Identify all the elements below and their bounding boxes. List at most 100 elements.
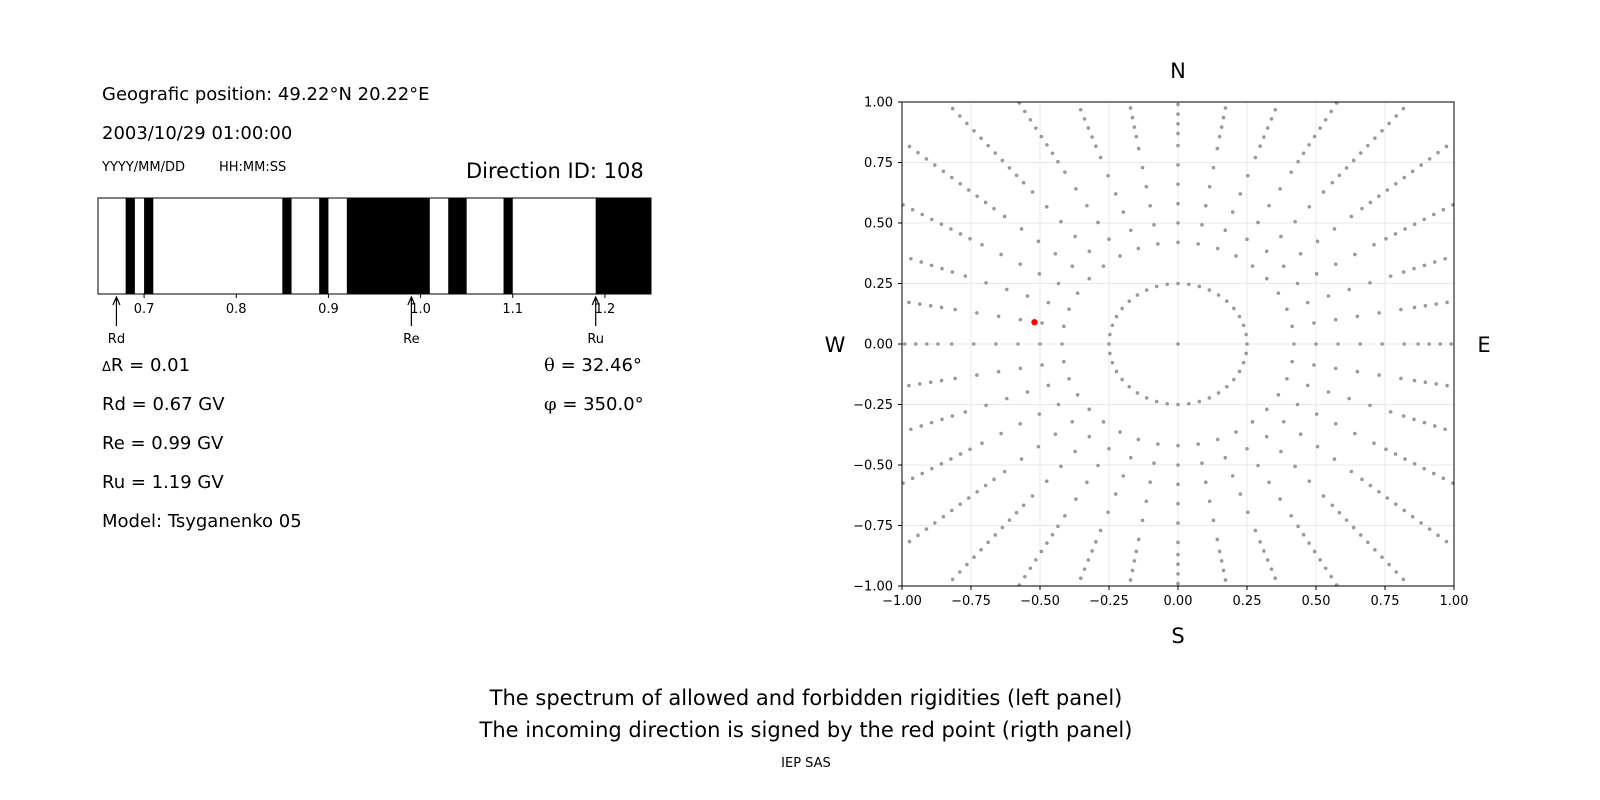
- ru-value: Ru = 1.19 GV: [102, 472, 224, 493]
- grid-point: [1323, 117, 1328, 122]
- grid-point: [1262, 135, 1266, 139]
- grid-point: [1314, 342, 1318, 346]
- grid-point: [1215, 246, 1220, 251]
- grid-point: [1256, 220, 1260, 225]
- marker-label-rd: Rd: [108, 332, 125, 347]
- grid-point: [907, 539, 912, 544]
- grid-point: [1410, 514, 1415, 519]
- grid-point: [1347, 396, 1351, 401]
- time-format-label: HH:MM:SS: [219, 160, 287, 175]
- grid-point: [1176, 201, 1180, 206]
- grid-point: [1427, 527, 1432, 531]
- grid-point: [1087, 407, 1091, 412]
- grid-point: [1264, 434, 1269, 439]
- grid-point: [1176, 562, 1180, 567]
- grid-point: [1307, 143, 1311, 147]
- grid-point: [1207, 499, 1212, 504]
- grid-point: [1269, 567, 1274, 571]
- grid-point: [1165, 282, 1170, 287]
- grid-point: [1436, 533, 1440, 538]
- grid-point: [1262, 549, 1266, 553]
- grid-point: [1377, 373, 1381, 377]
- grid-point: [1385, 496, 1390, 500]
- grid-point: [1086, 558, 1091, 562]
- grid-point: [1087, 276, 1091, 281]
- spectrum-x-tick-label: 0.8: [226, 302, 247, 317]
- grid-point: [1355, 369, 1360, 374]
- forbidden-band: [319, 198, 329, 294]
- grid-point: [1165, 401, 1170, 406]
- scatter-x-tick-label: 0.25: [1233, 594, 1262, 609]
- grid-point: [1373, 136, 1377, 141]
- grid-point: [1264, 407, 1269, 412]
- grid-point: [1264, 249, 1269, 254]
- grid-point: [1237, 314, 1242, 319]
- grid-point: [993, 533, 998, 537]
- grid-point: [902, 342, 907, 346]
- grid-point: [1318, 126, 1322, 130]
- grid-point: [1321, 494, 1326, 498]
- grid-point: [1393, 502, 1398, 507]
- grid-point: [1121, 474, 1126, 478]
- grid-point: [1176, 581, 1180, 586]
- grid-point: [1366, 143, 1370, 148]
- grid-point: [957, 114, 962, 118]
- grid-point: [1132, 125, 1137, 129]
- grid-point: [1393, 452, 1398, 456]
- grid-point: [1025, 390, 1030, 394]
- grid-point: [1063, 514, 1067, 518]
- scatter-y-tick-label: −1.00: [853, 580, 893, 595]
- grid-point: [1403, 227, 1407, 231]
- grid-point: [929, 420, 934, 425]
- grid-point: [1344, 166, 1349, 170]
- grid-point: [1021, 180, 1026, 185]
- grid-point: [914, 342, 918, 346]
- grid-point: [1256, 463, 1260, 468]
- grid-point: [1090, 135, 1094, 139]
- grid-point: [1289, 170, 1293, 174]
- grid-point: [1232, 377, 1236, 382]
- grid-point: [1121, 210, 1126, 214]
- grid-point: [1377, 311, 1381, 315]
- grid-point: [1241, 323, 1246, 328]
- grid-point: [1394, 570, 1399, 574]
- grid-point: [1380, 555, 1384, 559]
- direction-id: Direction ID: 108: [466, 159, 644, 183]
- scatter-x-tick-label: 0.00: [1164, 594, 1193, 609]
- grid-point: [1279, 449, 1283, 454]
- scatter-y-tick-label: 0.25: [864, 277, 893, 292]
- grid-point: [1444, 539, 1449, 544]
- grid-point: [929, 263, 934, 268]
- grid-point: [1393, 181, 1398, 186]
- grid-point: [1176, 102, 1180, 107]
- grid-point: [1148, 203, 1153, 208]
- grid-point: [1030, 494, 1035, 498]
- grid-point: [1419, 521, 1423, 525]
- grid-point: [1312, 134, 1317, 139]
- rd-value: Rd = 0.67 GV: [102, 394, 225, 415]
- grid-point: [958, 232, 963, 236]
- grid-point: [1090, 549, 1094, 553]
- direction-scatter-chart: −1.00 −0.75 −0.50 −0.25 0.00 0.25 0.50 0.75 1.00…: [825, 59, 1491, 648]
- grid-point: [1401, 270, 1406, 274]
- forbidden-band: [448, 198, 467, 294]
- grid-point: [936, 342, 940, 346]
- grid-point: [1436, 150, 1440, 155]
- grid-point: [1132, 559, 1137, 563]
- grid-point: [1005, 287, 1009, 292]
- grid-point: [1044, 479, 1049, 483]
- grid-point: [939, 305, 944, 310]
- phi-angle: φ = 350.0°: [544, 394, 644, 415]
- grid-point: [1402, 508, 1407, 513]
- forbidden-band: [282, 198, 292, 294]
- grid-point: [1298, 251, 1303, 256]
- grid-point: [1176, 501, 1180, 506]
- grid-point: [1368, 200, 1373, 205]
- grid-point: [1203, 480, 1208, 485]
- grid-point: [1135, 293, 1140, 297]
- grid-point: [1196, 242, 1200, 246]
- grid-point: [1289, 514, 1293, 518]
- grid-point: [1265, 126, 1270, 130]
- direction-west: W: [825, 333, 846, 357]
- grid-point: [1098, 528, 1103, 533]
